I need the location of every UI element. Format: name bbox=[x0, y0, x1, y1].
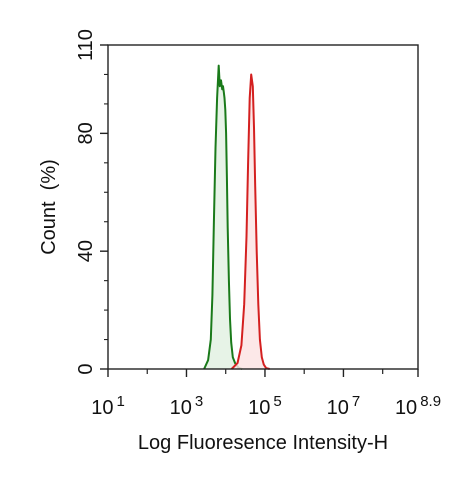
labels-layer: 0 40 80 110 10 1 10 3 10 5 10 7 10 8.9 bbox=[75, 29, 441, 419]
plot-frame bbox=[107, 44, 419, 370]
x-tick-label: 10 5 bbox=[248, 393, 282, 419]
y-tick-label: 0 bbox=[75, 363, 97, 374]
y-tick-label: 80 bbox=[75, 122, 97, 144]
x-tick-label: 10 8.9 bbox=[395, 393, 441, 419]
series-2-line bbox=[230, 73, 270, 370]
series-1-line bbox=[203, 64, 243, 370]
series-layer bbox=[203, 64, 270, 370]
y-tick-label: 110 bbox=[75, 29, 97, 61]
y-axis-title: Count (%) bbox=[38, 159, 60, 255]
y-tick-label: 40 bbox=[75, 240, 97, 262]
x-tick-label: 10 7 bbox=[327, 393, 361, 419]
x-tick-label: 10 1 bbox=[91, 393, 125, 419]
series-2-area bbox=[231, 74, 270, 369]
ticks-layer bbox=[100, 44, 419, 377]
series-1-area bbox=[204, 65, 243, 369]
x-tick-label: 10 3 bbox=[170, 393, 204, 419]
x-axis-title: Log Fluoresence Intensity-H bbox=[138, 432, 388, 454]
